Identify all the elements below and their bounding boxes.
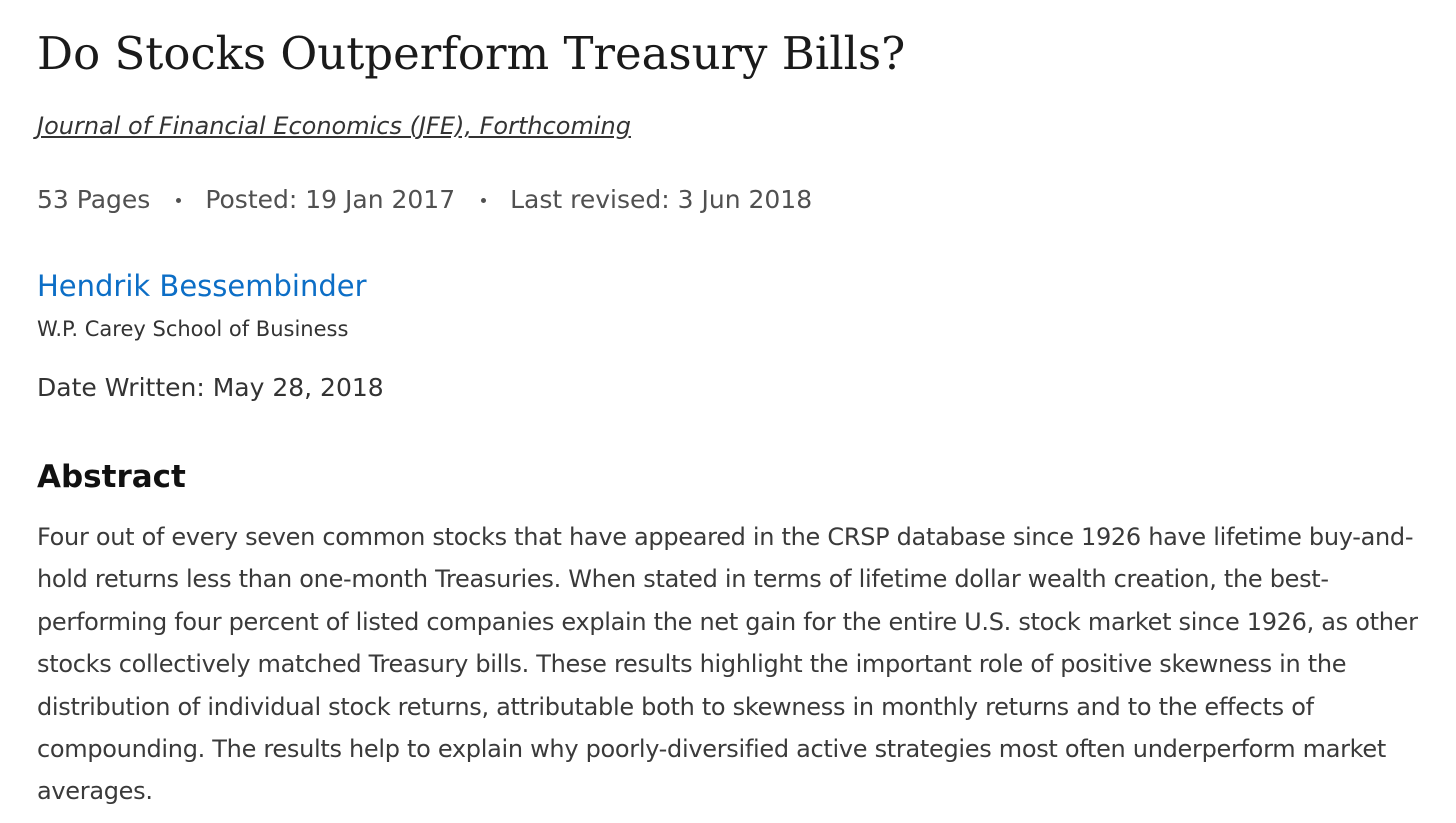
page-count: 53 Pages: [37, 182, 150, 218]
posted-date: Posted: 19 Jan 2017: [205, 182, 455, 218]
page-title: Do Stocks Outperform Treasury Bills?: [37, 24, 905, 84]
abstract-heading: Abstract: [37, 456, 186, 498]
date-written: Date Written: May 28, 2018: [37, 370, 384, 406]
paper-meta: 53 Pages Posted: 19 Jan 2017 Last revise…: [37, 182, 812, 218]
separator-dot: [176, 198, 181, 203]
journal-link[interactable]: Journal of Financial Economics (JFE), Fo…: [37, 108, 631, 144]
separator-dot: [481, 198, 486, 203]
abstract-text: Four out of every seven common stocks th…: [37, 516, 1432, 813]
revised-date: Last revised: 3 Jun 2018: [510, 182, 812, 218]
author-link[interactable]: Hendrik Bessembinder: [37, 266, 367, 306]
author-affiliation: W.P. Carey School of Business: [37, 313, 348, 345]
